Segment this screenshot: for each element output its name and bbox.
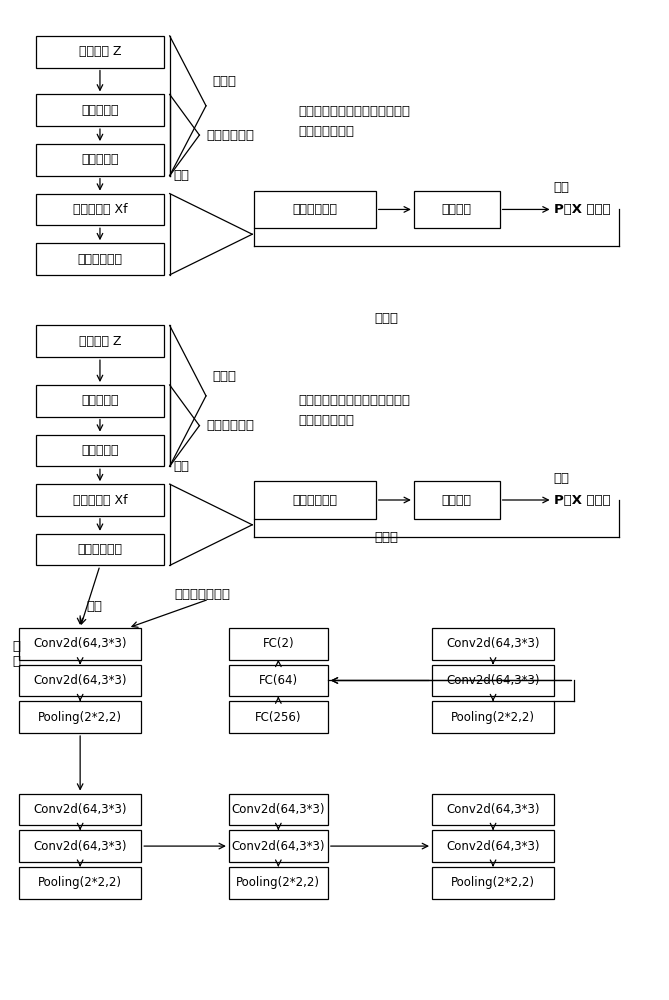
FancyBboxPatch shape: [35, 385, 165, 417]
Text: 隐藏向量 Z: 隐藏向量 Z: [79, 45, 121, 58]
FancyBboxPatch shape: [229, 830, 328, 862]
Text: 转置卷积层: 转置卷积层: [81, 444, 118, 457]
Text: FC(64): FC(64): [259, 674, 298, 687]
Text: Conv2d(64,3*3): Conv2d(64,3*3): [446, 637, 540, 650]
Text: 隐藏向量 Z: 隐藏向量 Z: [79, 335, 121, 348]
Text: 输出: 输出: [554, 181, 570, 194]
FancyBboxPatch shape: [432, 665, 554, 696]
FancyBboxPatch shape: [35, 194, 165, 225]
Text: 转置卷积层: 转置卷积层: [81, 104, 118, 117]
FancyBboxPatch shape: [229, 701, 328, 733]
Text: 生成的图片 Xf: 生成的图片 Xf: [73, 203, 127, 216]
FancyBboxPatch shape: [229, 867, 328, 899]
Text: 第二种疵病图: 第二种疵病图: [78, 543, 122, 556]
FancyBboxPatch shape: [432, 830, 554, 862]
Text: Conv2d(64,3*3): Conv2d(64,3*3): [446, 803, 540, 816]
Text: Conv2d(64,3*3): Conv2d(64,3*3): [33, 637, 127, 650]
FancyBboxPatch shape: [35, 435, 165, 466]
Text: 转置卷积层: 转置卷积层: [81, 153, 118, 166]
FancyBboxPatch shape: [229, 794, 328, 825]
FancyBboxPatch shape: [35, 243, 165, 275]
Text: Pooling(2*2,2): Pooling(2*2,2): [236, 876, 320, 889]
Text: 判别器: 判别器: [374, 531, 398, 544]
Text: 多层转置卷积: 多层转置卷积: [206, 419, 254, 432]
Text: 输
入: 输 入: [12, 640, 20, 668]
Text: 输入: 输入: [173, 460, 189, 473]
Text: 第一组生成器与判别器，用于生: 第一组生成器与判别器，用于生: [298, 105, 410, 118]
Text: Conv2d(64,3*3): Conv2d(64,3*3): [33, 840, 127, 853]
FancyBboxPatch shape: [414, 191, 500, 228]
Text: FC(2): FC(2): [262, 637, 294, 650]
FancyBboxPatch shape: [414, 481, 500, 519]
FancyBboxPatch shape: [35, 144, 165, 176]
Text: Pooling(2*2,2): Pooling(2*2,2): [451, 711, 535, 724]
Text: 多层普通卷积: 多层普通卷积: [292, 493, 337, 506]
FancyBboxPatch shape: [254, 481, 376, 519]
Text: 输出: 输出: [554, 472, 570, 485]
FancyBboxPatch shape: [19, 665, 141, 696]
Text: 输入: 输入: [173, 169, 189, 182]
Text: 成第一类疵病图: 成第一类疵病图: [298, 125, 354, 138]
FancyBboxPatch shape: [35, 36, 165, 68]
Text: 原始的标签数据: 原始的标签数据: [175, 588, 231, 601]
FancyBboxPatch shape: [19, 628, 141, 660]
FancyBboxPatch shape: [35, 484, 165, 516]
Text: Conv2d(64,3*3): Conv2d(64,3*3): [33, 803, 127, 816]
Text: Conv2d(64,3*3): Conv2d(64,3*3): [33, 674, 127, 687]
Text: 生成器: 生成器: [213, 75, 237, 88]
FancyBboxPatch shape: [35, 534, 165, 565]
Text: 输入: 输入: [87, 600, 103, 613]
Text: Pooling(2*2,2): Pooling(2*2,2): [38, 711, 122, 724]
Text: 成第二类疵病图: 成第二类疵病图: [298, 414, 354, 427]
Text: Conv2d(64,3*3): Conv2d(64,3*3): [446, 674, 540, 687]
Text: 全连接层: 全连接层: [442, 493, 472, 506]
Text: 多层普通卷积: 多层普通卷积: [292, 203, 337, 216]
Text: Pooling(2*2,2): Pooling(2*2,2): [451, 876, 535, 889]
FancyBboxPatch shape: [19, 830, 141, 862]
Text: 转置卷积层: 转置卷积层: [81, 394, 118, 407]
Text: P（X 为真）: P（X 为真）: [554, 493, 611, 506]
Text: Conv2d(64,3*3): Conv2d(64,3*3): [231, 840, 325, 853]
FancyBboxPatch shape: [19, 867, 141, 899]
Text: FC(256): FC(256): [255, 711, 302, 724]
FancyBboxPatch shape: [432, 867, 554, 899]
Text: 多层转置卷积: 多层转置卷积: [206, 129, 254, 142]
FancyBboxPatch shape: [19, 794, 141, 825]
Text: Pooling(2*2,2): Pooling(2*2,2): [38, 876, 122, 889]
FancyBboxPatch shape: [229, 665, 328, 696]
Text: 第一种疵病图: 第一种疵病图: [78, 253, 122, 266]
Text: Conv2d(64,3*3): Conv2d(64,3*3): [446, 840, 540, 853]
Text: Conv2d(64,3*3): Conv2d(64,3*3): [231, 803, 325, 816]
Text: 生成器: 生成器: [213, 370, 237, 383]
FancyBboxPatch shape: [229, 628, 328, 660]
Text: P（X 为真）: P（X 为真）: [554, 203, 611, 216]
FancyBboxPatch shape: [432, 794, 554, 825]
Text: 判别器: 判别器: [374, 312, 398, 325]
FancyBboxPatch shape: [432, 628, 554, 660]
Text: 第二组生成器与判别器，用于生: 第二组生成器与判别器，用于生: [298, 394, 410, 407]
FancyBboxPatch shape: [432, 701, 554, 733]
FancyBboxPatch shape: [254, 191, 376, 228]
Text: 生成的图片 Xf: 生成的图片 Xf: [73, 493, 127, 506]
FancyBboxPatch shape: [19, 701, 141, 733]
Text: 全连接层: 全连接层: [442, 203, 472, 216]
FancyBboxPatch shape: [35, 325, 165, 357]
FancyBboxPatch shape: [35, 94, 165, 126]
